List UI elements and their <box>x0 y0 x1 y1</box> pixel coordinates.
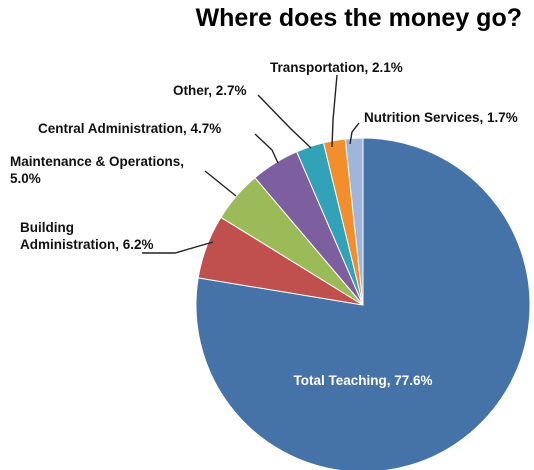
pie-slice-nutrition-services <box>344 137 364 306</box>
data-label-building-administration: Building Administration, 6.2% <box>20 220 154 252</box>
leader-line-other <box>257 94 312 149</box>
leader-line-maintenance-and-operations <box>204 170 237 197</box>
leader-line-nutrition-services <box>349 122 360 145</box>
leader-line-building-administration <box>142 241 214 254</box>
pie-slice-total-teaching <box>195 137 531 470</box>
data-label-transportation: Transportation, 2.1% <box>270 60 403 75</box>
leader-line-central-administration <box>254 133 279 164</box>
data-label-other: Other, 2.7% <box>173 83 247 98</box>
data-label-total-teaching: Total Teaching, 77.6% <box>293 373 432 388</box>
chart-title: Where does the money go? <box>195 4 522 32</box>
leader-line-transportation <box>331 74 338 148</box>
data-label-nutrition-services: Nutrition Services, 1.7% <box>364 110 518 125</box>
data-label-central-administration: Central Administration, 4.7% <box>38 121 221 136</box>
data-label-maintenance-and-operations: Maintenance & Operations, 5.0% <box>10 154 184 186</box>
